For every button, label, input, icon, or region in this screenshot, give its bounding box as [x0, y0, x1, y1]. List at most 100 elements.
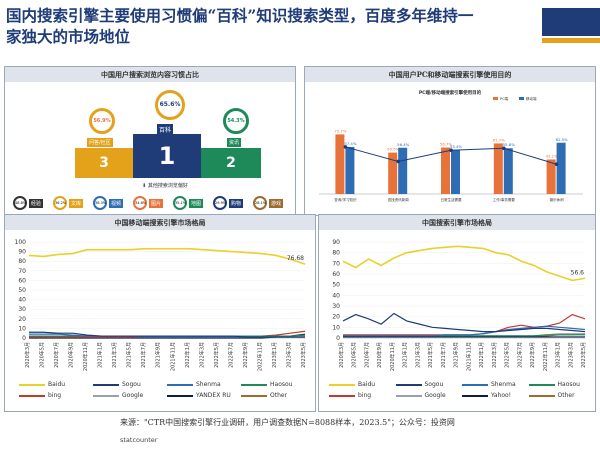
legend-label: bing	[358, 392, 372, 399]
legend-swatch	[462, 383, 488, 386]
legend-swatch	[167, 383, 193, 386]
end-value-label: 56.6	[571, 269, 585, 276]
panel-search-purpose: 中国用户PC和移动端搜索引擎使用目的 PC端/移动端搜索引擎使用目的 PC端 移动端…	[304, 66, 596, 216]
legend-swatch	[493, 97, 498, 100]
panel-search-habits: 中国用户搜索浏览内容习惯占比 65.6% 百科 1 56.9% 问答/社区 3 …	[4, 66, 296, 216]
trend-point	[502, 146, 506, 151]
rank-right: 2	[201, 148, 261, 178]
legend-item: Haosou	[528, 381, 580, 388]
other-pct-circle: 36.2%	[53, 196, 67, 210]
x-tick-label: 2020年3月	[338, 342, 345, 368]
panel-title: 中国用户搜索浏览内容习惯占比	[5, 67, 295, 82]
bar-value: 61.7%	[493, 137, 505, 142]
series-line	[342, 245, 586, 282]
y-tick-label: 90	[18, 249, 26, 256]
x-tick-label: 2021年1月	[402, 342, 409, 368]
legend-swatch	[93, 383, 119, 386]
x-tick-label: 查找资讯新闻	[388, 197, 409, 202]
series-line	[29, 333, 306, 339]
panel-overall-market: 中国搜索引擎市场格局 0 10 20 30 40 50 60 70 80 90 2020年3月 202…	[318, 214, 596, 412]
panel-title: 中国搜索引擎市场格局	[319, 215, 595, 230]
other-label: 地图	[189, 199, 204, 208]
bar-value: 53.4%	[450, 144, 462, 149]
bar-value: 62.5%	[556, 137, 568, 142]
x-tick-label: 2023年1月	[555, 342, 562, 368]
legend-label: Shenma	[491, 381, 516, 388]
x-tick-label: 2020年9月	[68, 342, 75, 368]
legend-label: Sogou	[424, 381, 444, 388]
legend: Baidu Sogou Shenma Haosou bing Google Yahoo! Ot…	[329, 381, 595, 411]
legend-swatch	[93, 394, 119, 397]
legend-swatch	[19, 394, 45, 397]
y-tick-label: 90	[332, 239, 340, 246]
legend-label: Baidu	[358, 381, 376, 388]
legend: Baidu Sogou Shenma Haosou bing Google YANDEX R…	[19, 381, 315, 411]
other-label: 游戏	[269, 199, 284, 208]
bar	[546, 159, 556, 194]
rank-left: 3	[75, 148, 133, 178]
trend-point	[396, 159, 400, 164]
x-tick-label: 查询/学习知识	[334, 197, 357, 202]
x-tick-label: 2022年9月	[529, 342, 536, 368]
trend-point	[449, 148, 453, 153]
y-tick-label: 60	[18, 277, 26, 284]
trend-point	[343, 145, 348, 149]
purpose-bar-chart: PC端/移动端搜索引擎使用目的 PC端 移动端 72.7% 57.4% 查询/学习知识 50…	[319, 89, 583, 202]
y-tick-label: 40	[18, 297, 26, 304]
x-tick-label: 2022年11月	[256, 342, 263, 371]
x-tick-label: 2020年11月	[82, 342, 89, 371]
legend-item: YANDEX RU	[167, 392, 231, 399]
legend-swatch	[329, 394, 355, 397]
legend-label: Sogou	[122, 381, 141, 388]
x-tick-label: 2020年7月	[53, 342, 60, 368]
series-line	[28, 247, 306, 265]
source-note-2: statcounter	[120, 436, 158, 444]
brand-logo	[542, 8, 600, 54]
legend-item: Sogou	[395, 381, 444, 388]
y-tick-label: 60	[332, 271, 340, 278]
legend-item: Yahoo!	[462, 392, 511, 399]
x-tick-label: 2022年1月	[184, 342, 191, 368]
x-tick-label: 2022年1月	[478, 342, 485, 368]
bar	[493, 143, 503, 194]
legend-item: Google	[395, 392, 446, 399]
y-tick-label: 50	[18, 287, 26, 294]
chart-title: PC端/移动端搜索引擎使用目的	[419, 89, 482, 96]
x-tick-label: 2023年3月	[567, 342, 574, 368]
other-pct-circle: 28.1%	[253, 196, 267, 210]
bar-value: 50.5%	[387, 147, 399, 152]
legend-item: bing	[19, 392, 61, 399]
y-tick-label: 80	[332, 250, 340, 257]
legend-item: bing	[329, 392, 371, 399]
series-line	[343, 325, 586, 337]
legend-swatch	[167, 394, 193, 397]
legend-label: 移动端	[526, 96, 537, 101]
legend-label: Shenma	[196, 381, 221, 388]
x-tick-label: 2023年5月	[300, 342, 307, 368]
legend-swatch	[528, 383, 555, 386]
y-tick-label: 50	[332, 282, 340, 289]
x-tick-label: 2022年11月	[542, 342, 549, 371]
x-tick-label: 娱乐休闲	[550, 197, 565, 202]
label-right: 资讯	[227, 138, 242, 147]
other-pct-circle: 35.1%	[173, 196, 187, 210]
legend-swatch	[241, 383, 267, 386]
y-tick-label: 40	[332, 292, 340, 299]
legend-swatch	[329, 383, 355, 386]
x-tick-label: 2021年9月	[453, 342, 460, 368]
other-label: 视频	[109, 199, 124, 208]
other-label: 经验	[29, 199, 44, 208]
y-tick-label: 70	[18, 268, 26, 275]
others-banner: ⬇ 其他搜索浏览偏好	[115, 182, 215, 191]
other-pct-circle: 29.9%	[213, 196, 227, 210]
legend-label: Google	[122, 392, 144, 399]
page-title: 国内搜索引擎主要使用习惯偏“百科”知识搜索类型，百度多年维持一家独大的市场地位	[6, 6, 474, 46]
bar	[441, 147, 450, 194]
pct-right-circle: 54.3%	[223, 108, 249, 134]
x-tick-label: 工作/事务需要	[493, 197, 516, 202]
legend-item: Other	[528, 392, 575, 399]
x-tick-label: 2022年5月	[504, 342, 511, 368]
panel-mobile-market: 中国移动端搜索引擎市场格局 0 10 20 30 40 50 60 70 80 90 100 2020…	[4, 214, 316, 412]
end-value-label: 76.68	[287, 255, 304, 262]
y-tick-label: 80	[18, 258, 26, 265]
